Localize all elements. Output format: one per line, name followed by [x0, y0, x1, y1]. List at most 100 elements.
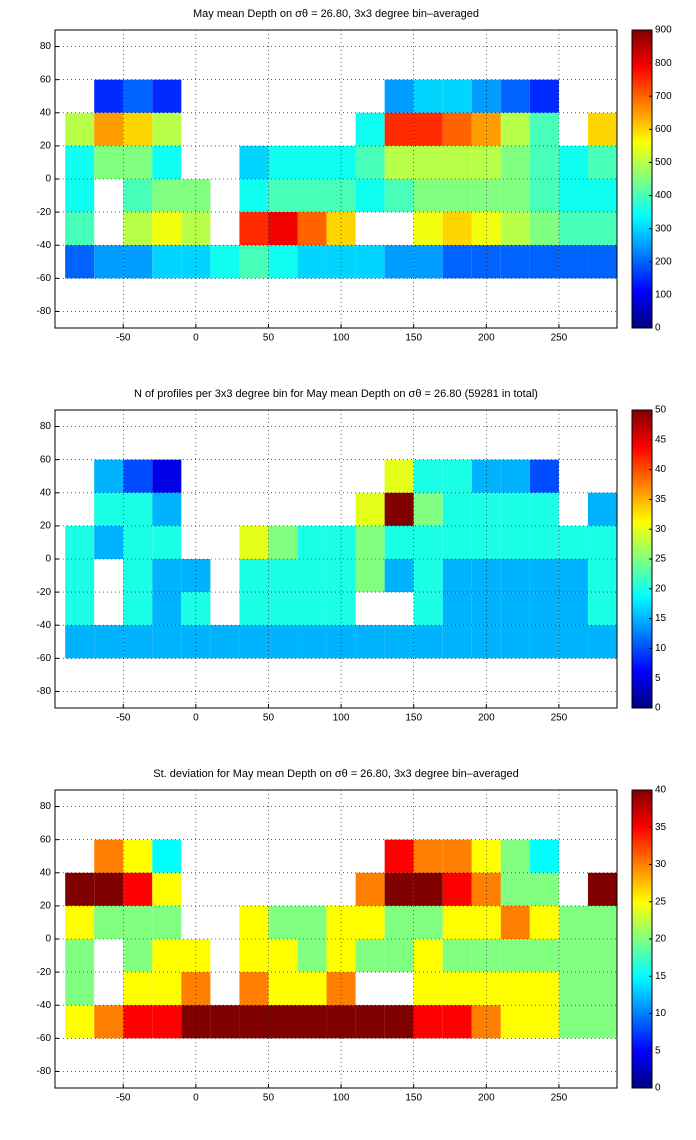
bin-cell [152, 112, 182, 146]
bin-cell [384, 492, 414, 526]
x-tick-label: 50 [263, 333, 275, 344]
bin-cell [558, 525, 588, 559]
bin-cell [442, 972, 472, 1006]
y-tick-label: -80 [37, 1066, 52, 1077]
bin-cell [529, 525, 559, 559]
colorbar-tick-label: 400 [655, 190, 672, 201]
bin-cell [413, 972, 443, 1006]
bin-cell [413, 905, 443, 939]
bin-cell [384, 872, 414, 906]
bin-cell [239, 179, 269, 213]
colorbar-tick-label: 10 [655, 643, 667, 654]
bin-cell [500, 872, 530, 906]
bin-cell [65, 245, 95, 279]
colorbar-tick-label: 300 [655, 223, 672, 234]
y-tick-label: 0 [45, 934, 51, 945]
bin-cell [326, 212, 356, 246]
x-tick-label: 0 [193, 1093, 199, 1104]
bin-cell [587, 1005, 617, 1039]
bin-cell [471, 559, 501, 593]
bin-cell [442, 872, 472, 906]
bin-cell [413, 559, 443, 593]
y-tick-label: 0 [45, 174, 51, 185]
bin-cell [500, 492, 530, 526]
bin-cell [181, 179, 211, 213]
x-tick-label: 250 [551, 333, 568, 344]
y-tick-label: -80 [37, 686, 52, 697]
bin-cell [413, 459, 443, 493]
bin-cell [94, 112, 124, 146]
colorbar-tick-label: 25 [655, 896, 667, 907]
bin-cell [529, 79, 559, 113]
colorbar-tick-label: 30 [655, 859, 667, 870]
bin-cell [239, 1005, 269, 1039]
bin-cell [471, 839, 501, 873]
bin-cell [152, 179, 182, 213]
bin-cell [413, 872, 443, 906]
bin-cell [326, 972, 356, 1006]
bin-cell [442, 905, 472, 939]
x-tick-label: 100 [333, 333, 350, 344]
bin-cell [384, 79, 414, 113]
bin-cell [529, 492, 559, 526]
bin-cell [355, 872, 385, 906]
bin-cell [239, 972, 269, 1006]
bin-cell [442, 79, 472, 113]
bin-cell [297, 1005, 327, 1039]
colorbar-tick-label: 0 [655, 323, 661, 334]
bin-cell [181, 559, 211, 593]
x-tick-label: 50 [263, 1093, 275, 1104]
x-tick-label: 150 [405, 1093, 422, 1104]
bin-cell [355, 1005, 385, 1039]
colorbar-tick-label: 0 [655, 1083, 661, 1094]
bin-cell [94, 459, 124, 493]
bin-cell [587, 492, 617, 526]
y-tick-label: 80 [40, 801, 52, 812]
y-tick-label: -60 [37, 653, 52, 664]
y-tick-label: 20 [40, 521, 52, 532]
y-tick-label: 60 [40, 454, 52, 465]
bin-cell [123, 212, 153, 246]
bin-cell [413, 525, 443, 559]
bin-cell [587, 179, 617, 213]
bin-cell [529, 112, 559, 146]
bin-cell [65, 592, 95, 626]
bin-cell [442, 492, 472, 526]
bin-cell [152, 839, 182, 873]
bin-cell [558, 1005, 588, 1039]
colorbar-tick-label: 25 [655, 554, 667, 565]
y-tick-label: 0 [45, 554, 51, 565]
bin-cell [413, 245, 443, 279]
bin-cell [65, 112, 95, 146]
bin-cell [326, 939, 356, 973]
bin-cell [529, 459, 559, 493]
bin-cell [471, 79, 501, 113]
bin-cell [529, 592, 559, 626]
bin-cell [500, 625, 530, 659]
bin-cell [152, 972, 182, 1006]
bin-cell [558, 145, 588, 179]
bin-cell [587, 592, 617, 626]
colorbar-tick-label: 5 [655, 1045, 661, 1056]
x-tick-label: 150 [405, 713, 422, 724]
bin-cell [442, 245, 472, 279]
bin-cell [297, 939, 327, 973]
y-tick-label: -60 [37, 273, 52, 284]
bin-cell [558, 625, 588, 659]
y-tick-label: 60 [40, 834, 52, 845]
bin-cell [413, 592, 443, 626]
bin-cell [297, 179, 327, 213]
bin-cell [297, 212, 327, 246]
bin-cell [413, 112, 443, 146]
bin-cell [413, 939, 443, 973]
bin-cell [123, 625, 153, 659]
bin-cell [268, 905, 298, 939]
bin-cell [471, 492, 501, 526]
axes-box [54, 789, 618, 1089]
colorbar-tick-label: 900 [655, 25, 672, 36]
colorbar [631, 29, 653, 329]
bin-cell [500, 1005, 530, 1039]
bin-cell [297, 592, 327, 626]
bin-cell [471, 179, 501, 213]
bin-cell [297, 245, 327, 279]
